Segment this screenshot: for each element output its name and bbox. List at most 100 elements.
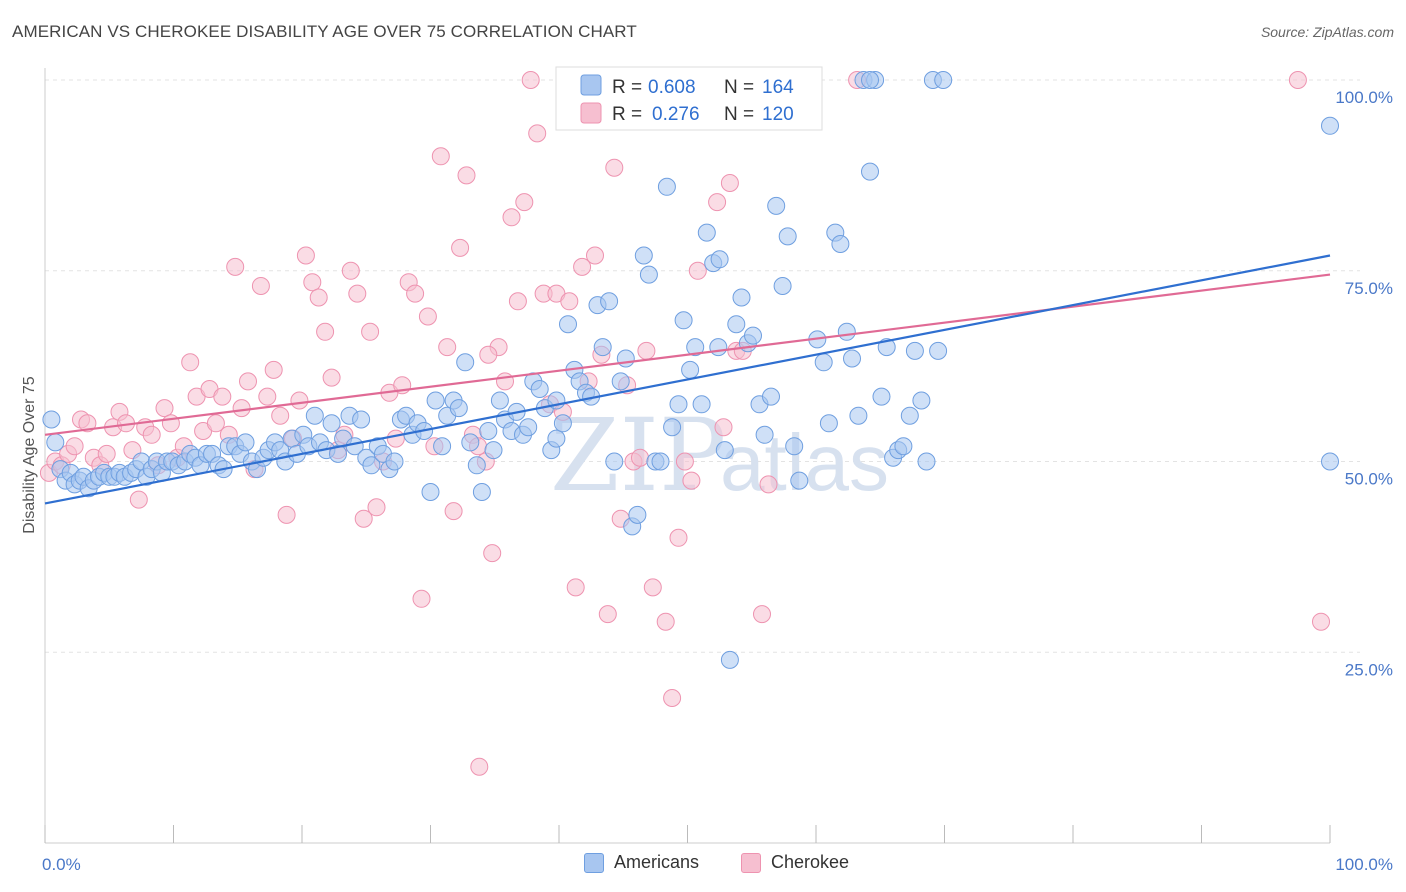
cherokee-point	[444, 502, 463, 521]
cherokee-point	[155, 399, 174, 418]
legend-item-americans[interactable]: Americans	[584, 852, 699, 873]
cherokee-point	[479, 345, 498, 364]
americans-point	[236, 433, 255, 452]
americans-point	[634, 246, 653, 265]
cherokee-point	[528, 124, 547, 143]
cherokee-point	[412, 589, 431, 608]
americans-point	[755, 425, 774, 444]
americans-point	[720, 650, 739, 669]
cherokee-point	[1288, 71, 1307, 89]
cherokee-point	[682, 471, 701, 490]
cherokee-point	[643, 578, 662, 597]
americans-legend-label: Americans	[614, 852, 700, 872]
americans-trend-line	[44, 254, 1331, 505]
cherokee-swatch	[580, 102, 602, 124]
cherokee-point	[322, 368, 341, 387]
americans-point	[767, 196, 786, 215]
y-tick-label: 75.0%	[1345, 279, 1393, 298]
cherokee-point	[451, 238, 470, 257]
y-tick-label: 100.0%	[1335, 88, 1393, 107]
americans-point	[593, 338, 612, 357]
americans-point	[934, 71, 953, 89]
americans-point	[479, 422, 498, 440]
americans-point	[900, 406, 919, 425]
cherokee-point	[271, 406, 290, 425]
americans-point	[362, 456, 381, 475]
americans-points	[42, 71, 1339, 669]
americans-point	[681, 360, 700, 379]
americans-point	[917, 452, 936, 471]
cherokee-point	[348, 284, 367, 303]
y-tick-labels: 25.0% 50.0% 75.0% 100.0%	[1335, 88, 1393, 679]
x-tick-labels: 0.0% 100.0%	[42, 855, 1393, 874]
cherokee-point	[521, 71, 540, 89]
americans-point	[467, 456, 486, 475]
cherokee-point	[239, 372, 257, 391]
cherokee-point	[181, 353, 200, 372]
cherokee-point	[656, 612, 675, 631]
americans-point	[472, 483, 491, 501]
cherokee-point	[675, 452, 694, 471]
cherokee-point	[663, 689, 682, 707]
americans-point	[785, 437, 804, 456]
y-tick-label: 25.0%	[1345, 660, 1393, 679]
cherokee-legend-swatch	[741, 852, 761, 873]
americans-point	[305, 406, 324, 425]
cherokee-point	[669, 528, 688, 547]
americans-point	[861, 71, 879, 89]
americans-point	[929, 341, 948, 360]
cherokee-point	[303, 273, 322, 292]
chart-title: AMERICAN VS CHEROKEE DISABILITY AGE OVER…	[12, 22, 637, 41]
cherokee-point	[508, 292, 527, 311]
cherokee-point	[720, 174, 739, 192]
americans-point	[530, 380, 549, 398]
legend-n-label-1: N =	[724, 77, 754, 98]
cherokee-point	[65, 437, 84, 456]
americans-point	[894, 437, 913, 456]
cherokee-point	[406, 284, 425, 303]
cherokee-point	[566, 578, 585, 597]
gridlines	[45, 79, 1360, 653]
americans-point	[663, 418, 682, 437]
cherokee-point	[637, 341, 656, 360]
americans-point	[831, 235, 850, 253]
cherokee-point	[206, 414, 225, 433]
cherokee-point	[418, 307, 437, 326]
americans-point	[657, 177, 676, 196]
americans-point	[600, 292, 619, 311]
americans-point	[837, 322, 856, 341]
cherokee-point	[277, 505, 296, 524]
y-tick-label: 50.0%	[1345, 470, 1393, 489]
watermark-atlas: atlas	[720, 418, 889, 507]
cherokee-point	[438, 338, 457, 357]
source-label: Source: ZipAtlas.com	[1260, 24, 1394, 40]
americans-point	[426, 391, 445, 410]
americans-point	[849, 406, 868, 425]
cherokee-point	[496, 372, 514, 391]
watermark: ZIP atlas	[550, 397, 889, 514]
americans-point	[1321, 452, 1339, 471]
americans-point	[843, 349, 861, 368]
americans-point	[697, 223, 716, 242]
americans-point	[639, 265, 658, 284]
americans-point	[611, 372, 630, 391]
y-axis-label: Disability Age Over 75	[21, 376, 38, 534]
cherokee-point	[367, 498, 386, 517]
americans-point	[385, 452, 404, 471]
legend-n-value-2: 120	[762, 104, 794, 125]
cherokee-point	[688, 261, 707, 280]
x-tick-label: 0.0%	[42, 855, 81, 874]
americans-point	[421, 483, 440, 501]
americans-point	[715, 441, 734, 460]
americans-point	[732, 288, 751, 307]
americans-point	[42, 410, 61, 429]
americans-point	[616, 349, 635, 368]
americans-point	[744, 326, 762, 345]
cherokee-point	[264, 360, 283, 379]
x-tick-label: 100.0%	[1335, 855, 1393, 874]
cherokee-point	[714, 418, 733, 437]
americans-point	[819, 414, 838, 433]
legend-item-cherokee[interactable]: Cherokee	[741, 852, 849, 873]
cherokee-point	[386, 429, 405, 448]
americans-point	[674, 311, 693, 330]
